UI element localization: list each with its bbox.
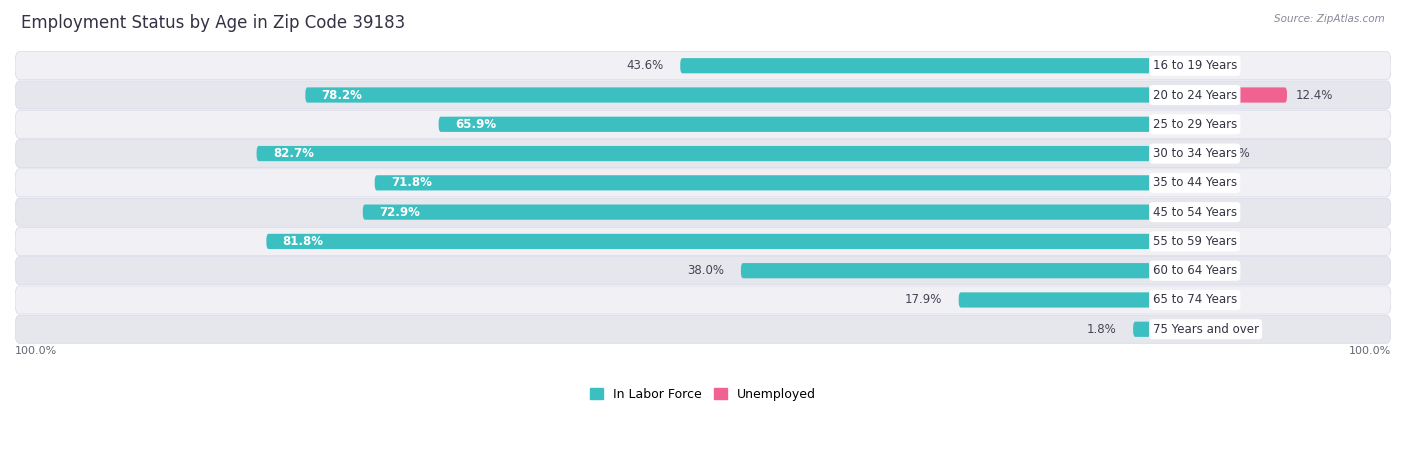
Text: 4.3%: 4.3% — [1208, 294, 1237, 307]
FancyBboxPatch shape — [15, 286, 1391, 314]
Text: 35 to 44 Years: 35 to 44 Years — [1153, 176, 1237, 189]
FancyBboxPatch shape — [15, 315, 1391, 343]
Text: 0.0%: 0.0% — [1161, 323, 1191, 336]
Text: 0.0%: 0.0% — [1161, 176, 1191, 189]
Text: 65.9%: 65.9% — [456, 118, 496, 131]
Text: 1.1%: 1.1% — [1173, 59, 1204, 72]
FancyBboxPatch shape — [363, 204, 1153, 220]
FancyBboxPatch shape — [305, 87, 1153, 103]
FancyBboxPatch shape — [1153, 292, 1199, 308]
Text: 71.8%: 71.8% — [391, 176, 432, 189]
Text: 100.0%: 100.0% — [1348, 346, 1391, 356]
Text: 75 Years and over: 75 Years and over — [1153, 323, 1258, 336]
Text: 100.0%: 100.0% — [15, 346, 58, 356]
Text: Employment Status by Age in Zip Code 39183: Employment Status by Age in Zip Code 391… — [21, 14, 405, 32]
FancyBboxPatch shape — [439, 117, 1153, 132]
FancyBboxPatch shape — [1153, 234, 1166, 249]
FancyBboxPatch shape — [15, 169, 1391, 197]
FancyBboxPatch shape — [1153, 146, 1211, 161]
Text: 1.8%: 1.8% — [1087, 323, 1116, 336]
Text: 45 to 54 Years: 45 to 54 Years — [1153, 206, 1237, 219]
Text: 82.7%: 82.7% — [273, 147, 314, 160]
FancyBboxPatch shape — [15, 198, 1391, 226]
FancyBboxPatch shape — [15, 110, 1391, 138]
Text: 78.2%: 78.2% — [322, 88, 363, 101]
FancyBboxPatch shape — [1153, 58, 1164, 74]
Text: 20 to 24 Years: 20 to 24 Years — [1153, 88, 1237, 101]
FancyBboxPatch shape — [959, 292, 1153, 308]
FancyBboxPatch shape — [1153, 87, 1286, 103]
FancyBboxPatch shape — [15, 257, 1391, 285]
Text: 25 to 29 Years: 25 to 29 Years — [1153, 118, 1237, 131]
Legend: In Labor Force, Unemployed: In Labor Force, Unemployed — [591, 388, 815, 401]
Text: Source: ZipAtlas.com: Source: ZipAtlas.com — [1274, 14, 1385, 23]
Text: 65 to 74 Years: 65 to 74 Years — [1153, 294, 1237, 307]
FancyBboxPatch shape — [1153, 263, 1195, 278]
Text: 1.5%: 1.5% — [1178, 206, 1208, 219]
Text: 3.9%: 3.9% — [1204, 264, 1233, 277]
FancyBboxPatch shape — [15, 52, 1391, 80]
Text: 60 to 64 Years: 60 to 64 Years — [1153, 264, 1237, 277]
Text: 16 to 19 Years: 16 to 19 Years — [1153, 59, 1237, 72]
FancyBboxPatch shape — [1133, 322, 1153, 337]
Text: 12.4%: 12.4% — [1296, 88, 1333, 101]
Text: 17.9%: 17.9% — [905, 294, 942, 307]
Text: 1.2%: 1.2% — [1174, 235, 1204, 248]
Text: 55 to 59 Years: 55 to 59 Years — [1153, 235, 1237, 248]
FancyBboxPatch shape — [15, 227, 1391, 255]
FancyBboxPatch shape — [257, 146, 1153, 161]
Text: 2.0%: 2.0% — [1182, 118, 1213, 131]
Text: 5.4%: 5.4% — [1220, 147, 1250, 160]
FancyBboxPatch shape — [681, 58, 1153, 74]
Text: 30 to 34 Years: 30 to 34 Years — [1153, 147, 1237, 160]
FancyBboxPatch shape — [15, 81, 1391, 109]
Text: 81.8%: 81.8% — [283, 235, 323, 248]
FancyBboxPatch shape — [375, 175, 1153, 190]
FancyBboxPatch shape — [15, 139, 1391, 168]
FancyBboxPatch shape — [266, 234, 1153, 249]
FancyBboxPatch shape — [1153, 204, 1168, 220]
FancyBboxPatch shape — [741, 263, 1153, 278]
Text: 38.0%: 38.0% — [688, 264, 724, 277]
Text: 43.6%: 43.6% — [627, 59, 664, 72]
Text: 72.9%: 72.9% — [380, 206, 420, 219]
FancyBboxPatch shape — [1153, 117, 1174, 132]
